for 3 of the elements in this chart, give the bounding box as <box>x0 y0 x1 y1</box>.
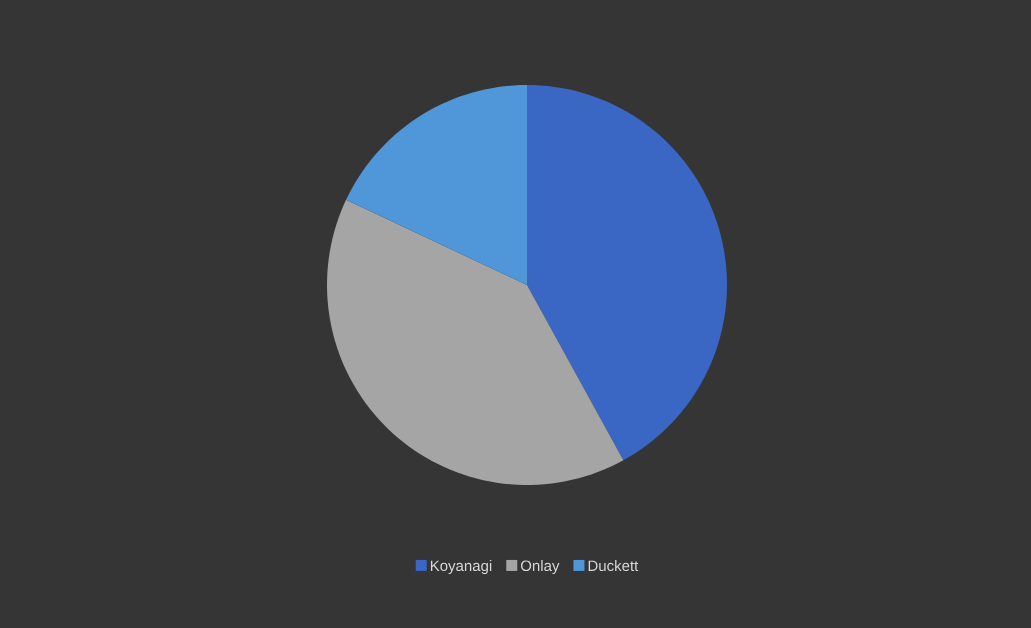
legend-label: Koyanagi <box>430 560 492 575</box>
legend-label: Duckett <box>588 560 639 572</box>
legend-label: Onlay <box>520 560 560 575</box>
